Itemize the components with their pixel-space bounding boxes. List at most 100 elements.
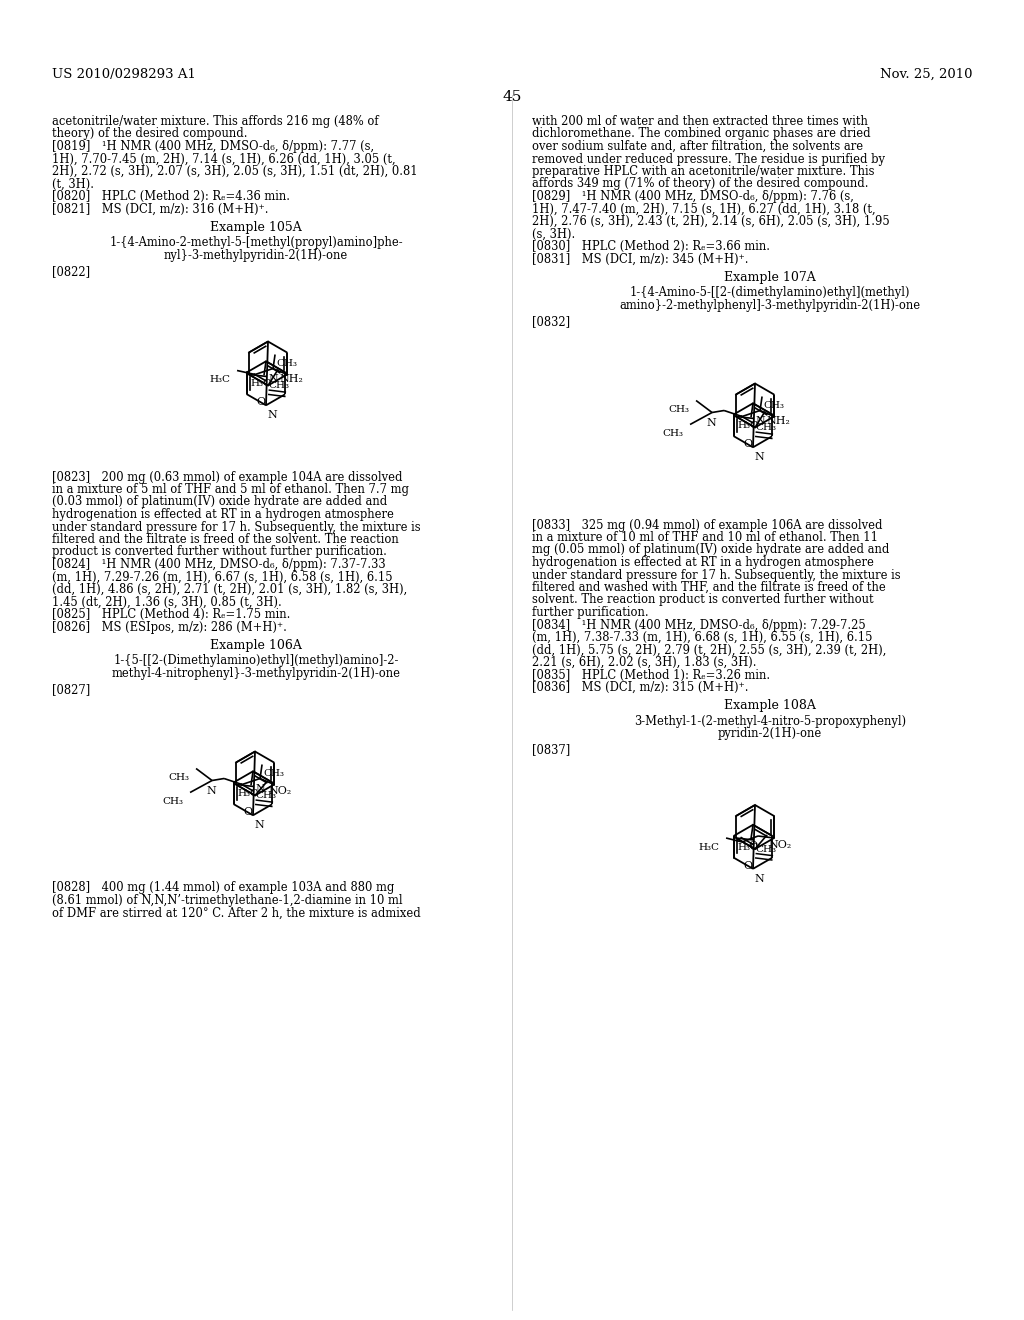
Text: CH₃: CH₃: [763, 401, 784, 411]
Text: O: O: [256, 397, 265, 408]
Text: 1-{5-[[2-(Dimethylamino)ethyl](methyl)amino]-2-: 1-{5-[[2-(Dimethylamino)ethyl](methyl)am…: [114, 653, 398, 667]
Text: N: N: [206, 787, 216, 796]
Text: O: O: [743, 861, 753, 871]
Text: under standard pressure for 17 h. Subsequently, the mixture is: under standard pressure for 17 h. Subseq…: [532, 569, 901, 582]
Text: [0822]: [0822]: [52, 265, 90, 279]
Text: H₃C: H₃C: [698, 843, 719, 851]
Text: 1H), 7.47-7.40 (m, 2H), 7.15 (s, 1H), 6.27 (dd, 1H), 3.18 (t,: 1H), 7.47-7.40 (m, 2H), 7.15 (s, 1H), 6.…: [532, 202, 876, 215]
Text: N: N: [268, 374, 278, 384]
Text: (t, 3H).: (t, 3H).: [52, 177, 94, 190]
Text: affords 349 mg (71% of theory) of the desired compound.: affords 349 mg (71% of theory) of the de…: [532, 177, 868, 190]
Text: filtered and the filtrate is freed of the solvent. The reaction: filtered and the filtrate is freed of th…: [52, 533, 398, 546]
Text: N: N: [255, 784, 265, 793]
Text: [0830] HPLC (Method 2): Rₑ=3.66 min.: [0830] HPLC (Method 2): Rₑ=3.66 min.: [532, 240, 770, 253]
Text: [0829] ¹H NMR (400 MHz, DMSO-d₆, δ/ppm): 7.76 (s,: [0829] ¹H NMR (400 MHz, DMSO-d₆, δ/ppm):…: [532, 190, 854, 203]
Text: N: N: [254, 820, 264, 830]
Text: filtered and washed with THF, and the filtrate is freed of the: filtered and washed with THF, and the fi…: [532, 581, 886, 594]
Text: [0823] 200 mg (0.63 mmol) of example 104A are dissolved: [0823] 200 mg (0.63 mmol) of example 104…: [52, 470, 402, 483]
Text: [0832]: [0832]: [532, 315, 570, 327]
Text: [0835] HPLC (Method 1): Rₑ=3.26 min.: [0835] HPLC (Method 1): Rₑ=3.26 min.: [532, 668, 770, 681]
Text: 45: 45: [503, 90, 521, 104]
Text: N: N: [754, 453, 764, 462]
Text: CH₃: CH₃: [255, 792, 275, 800]
Text: (dd, 1H), 4.86 (s, 2H), 2.71 (t, 2H), 2.01 (s, 3H), 1.82 (s, 3H),: (dd, 1H), 4.86 (s, 2H), 2.71 (t, 2H), 2.…: [52, 583, 408, 597]
Text: CH₃: CH₃: [263, 770, 284, 779]
Text: N: N: [754, 874, 764, 884]
Text: [0826] MS (ESIpos, m/z): 286 (M+H)⁺.: [0826] MS (ESIpos, m/z): 286 (M+H)⁺.: [52, 620, 287, 634]
Text: NH₂: NH₂: [766, 416, 790, 425]
Text: with 200 ml of water and then extracted three times with: with 200 ml of water and then extracted …: [532, 115, 868, 128]
Text: in a mixture of 10 ml of THF and 10 ml of ethanol. Then 11: in a mixture of 10 ml of THF and 10 ml o…: [532, 531, 878, 544]
Text: (8.61 mmol) of N,N,N’-trimethylethane-1,2-diamine in 10 ml: (8.61 mmol) of N,N,N’-trimethylethane-1,…: [52, 894, 402, 907]
Text: [0819] ¹H NMR (400 MHz, DMSO-d₆, δ/ppm): 7.77 (s,: [0819] ¹H NMR (400 MHz, DMSO-d₆, δ/ppm):…: [52, 140, 374, 153]
Text: mg (0.05 mmol) of platinum(IV) oxide hydrate are added and: mg (0.05 mmol) of platinum(IV) oxide hyd…: [532, 544, 890, 557]
Text: methyl-4-nitrophenyl}-3-methylpyridin-2(1H)-one: methyl-4-nitrophenyl}-3-methylpyridin-2(…: [112, 667, 400, 680]
Text: [0831] MS (DCI, m/z): 345 (M+H)⁺.: [0831] MS (DCI, m/z): 345 (M+H)⁺.: [532, 252, 749, 265]
Text: H₃C: H₃C: [250, 379, 271, 388]
Text: NH₂: NH₂: [279, 374, 303, 384]
Text: 3-Methyl-1-(2-methyl-4-nitro-5-propoxyphenyl): 3-Methyl-1-(2-methyl-4-nitro-5-propoxyph…: [634, 714, 906, 727]
Text: CH₃: CH₃: [663, 429, 683, 438]
Text: H₃C: H₃C: [737, 842, 758, 851]
Text: H₃C: H₃C: [237, 789, 258, 799]
Text: (m, 1H), 7.29-7.26 (m, 1H), 6.67 (s, 1H), 6.58 (s, 1H), 6.15: (m, 1H), 7.29-7.26 (m, 1H), 6.67 (s, 1H)…: [52, 570, 392, 583]
Text: [0834] ¹H NMR (400 MHz, DMSO-d₆, δ/ppm): 7.29-7.25: [0834] ¹H NMR (400 MHz, DMSO-d₆, δ/ppm):…: [532, 619, 865, 631]
Text: [0828] 400 mg (1.44 mmol) of example 103A and 880 mg: [0828] 400 mg (1.44 mmol) of example 103…: [52, 882, 394, 895]
Text: nyl}-3-methylpyridin-2(1H)-one: nyl}-3-methylpyridin-2(1H)-one: [164, 248, 348, 261]
Text: CH₃: CH₃: [276, 359, 297, 368]
Text: dichloromethane. The combined organic phases are dried: dichloromethane. The combined organic ph…: [532, 128, 870, 140]
Text: Example 105A: Example 105A: [210, 220, 302, 234]
Text: O: O: [743, 440, 753, 449]
Text: CH₃: CH₃: [755, 845, 776, 854]
Text: product is converted further without further purification.: product is converted further without fur…: [52, 545, 387, 558]
Text: amino}-2-methylphenyl]-3-methylpyridin-2(1H)-one: amino}-2-methylphenyl]-3-methylpyridin-2…: [620, 298, 921, 312]
Text: of DMF are stirred at 120° C. After 2 h, the mixture is admixed: of DMF are stirred at 120° C. After 2 h,…: [52, 907, 421, 920]
Text: in a mixture of 5 ml of THF and 5 ml of ethanol. Then 7.7 mg: in a mixture of 5 ml of THF and 5 ml of …: [52, 483, 409, 496]
Text: 1-{4-Amino-5-[[2-(dimethylamino)ethyl](methyl): 1-{4-Amino-5-[[2-(dimethylamino)ethyl](m…: [630, 286, 910, 300]
Text: hydrogenation is effected at RT in a hydrogen atmosphere: hydrogenation is effected at RT in a hyd…: [532, 556, 873, 569]
Text: H₃C: H₃C: [209, 375, 230, 384]
Text: H₃C: H₃C: [737, 421, 758, 430]
Text: preparative HPLC with an acetonitrile/water mixture. This: preparative HPLC with an acetonitrile/wa…: [532, 165, 874, 178]
Text: 2H), 2.72 (s, 3H), 2.07 (s, 3H), 2.05 (s, 3H), 1.51 (dt, 2H), 0.81: 2H), 2.72 (s, 3H), 2.07 (s, 3H), 2.05 (s…: [52, 165, 418, 178]
Text: [0836] MS (DCI, m/z): 315 (M+H)⁺.: [0836] MS (DCI, m/z): 315 (M+H)⁺.: [532, 681, 749, 694]
Text: hydrogenation is effected at RT in a hydrogen atmosphere: hydrogenation is effected at RT in a hyd…: [52, 508, 394, 521]
Text: acetonitrile/water mixture. This affords 216 mg (48% of: acetonitrile/water mixture. This affords…: [52, 115, 379, 128]
Text: CH₃: CH₃: [168, 774, 189, 783]
Text: O: O: [243, 808, 252, 817]
Text: N: N: [755, 416, 765, 425]
Text: 1H), 7.70-7.45 (m, 2H), 7.14 (s, 1H), 6.26 (dd, 1H), 3.05 (t,: 1H), 7.70-7.45 (m, 2H), 7.14 (s, 1H), 6.…: [52, 153, 395, 165]
Text: 2.21 (s, 6H), 2.02 (s, 3H), 1.83 (s, 3H).: 2.21 (s, 6H), 2.02 (s, 3H), 1.83 (s, 3H)…: [532, 656, 757, 669]
Text: (m, 1H), 7.38-7.33 (m, 1H), 6.68 (s, 1H), 6.55 (s, 1H), 6.15: (m, 1H), 7.38-7.33 (m, 1H), 6.68 (s, 1H)…: [532, 631, 872, 644]
Text: NO₂: NO₂: [768, 840, 792, 850]
Text: further purification.: further purification.: [532, 606, 648, 619]
Text: CH₃: CH₃: [668, 405, 689, 414]
Text: 1.45 (dt, 2H), 1.36 (s, 3H), 0.85 (t, 3H).: 1.45 (dt, 2H), 1.36 (s, 3H), 0.85 (t, 3H…: [52, 595, 282, 609]
Text: Example 107A: Example 107A: [724, 271, 816, 284]
Text: 2H), 2.76 (s, 3H), 2.43 (t, 2H), 2.14 (s, 6H), 2.05 (s, 3H), 1.95: 2H), 2.76 (s, 3H), 2.43 (t, 2H), 2.14 (s…: [532, 215, 890, 228]
Text: pyridin-2(1H)-one: pyridin-2(1H)-one: [718, 727, 822, 741]
Text: CH₃: CH₃: [268, 380, 289, 389]
Text: Example 106A: Example 106A: [210, 639, 302, 652]
Text: Nov. 25, 2010: Nov. 25, 2010: [880, 69, 972, 81]
Text: N: N: [707, 418, 716, 429]
Text: (0.03 mmol) of platinum(IV) oxide hydrate are added and: (0.03 mmol) of platinum(IV) oxide hydrat…: [52, 495, 387, 508]
Text: 1-{4-Amino-2-methyl-5-[methyl(propyl)amino]phe-: 1-{4-Amino-2-methyl-5-[methyl(propyl)ami…: [110, 236, 402, 249]
Text: NO₂: NO₂: [268, 787, 291, 796]
Text: (dd, 1H), 5.75 (s, 2H), 2.79 (t, 2H), 2.55 (s, 3H), 2.39 (t, 2H),: (dd, 1H), 5.75 (s, 2H), 2.79 (t, 2H), 2.…: [532, 644, 887, 656]
Text: [0837]: [0837]: [532, 743, 570, 756]
Text: [0824] ¹H NMR (400 MHz, DMSO-d₆, δ/ppm): 7.37-7.33: [0824] ¹H NMR (400 MHz, DMSO-d₆, δ/ppm):…: [52, 558, 386, 572]
Text: under standard pressure for 17 h. Subsequently, the mixture is: under standard pressure for 17 h. Subseq…: [52, 520, 421, 533]
Text: N: N: [267, 411, 276, 420]
Text: solvent. The reaction product is converted further without: solvent. The reaction product is convert…: [532, 594, 873, 606]
Text: removed under reduced pressure. The residue is purified by: removed under reduced pressure. The resi…: [532, 153, 885, 165]
Text: CH₃: CH₃: [162, 797, 183, 807]
Text: [0827]: [0827]: [52, 682, 90, 696]
Text: [0820] HPLC (Method 2): Rₑ=4.36 min.: [0820] HPLC (Method 2): Rₑ=4.36 min.: [52, 190, 290, 203]
Text: (s, 3H).: (s, 3H).: [532, 227, 575, 240]
Text: US 2010/0298293 A1: US 2010/0298293 A1: [52, 69, 196, 81]
Text: O: O: [749, 841, 757, 851]
Text: [0833] 325 mg (0.94 mmol) of example 106A are dissolved: [0833] 325 mg (0.94 mmol) of example 106…: [532, 519, 883, 532]
Text: [0821] MS (DCI, m/z): 316 (M+H)⁺.: [0821] MS (DCI, m/z): 316 (M+H)⁺.: [52, 202, 268, 215]
Text: [0825] HPLC (Method 4): Rₑ=1.75 min.: [0825] HPLC (Method 4): Rₑ=1.75 min.: [52, 609, 291, 620]
